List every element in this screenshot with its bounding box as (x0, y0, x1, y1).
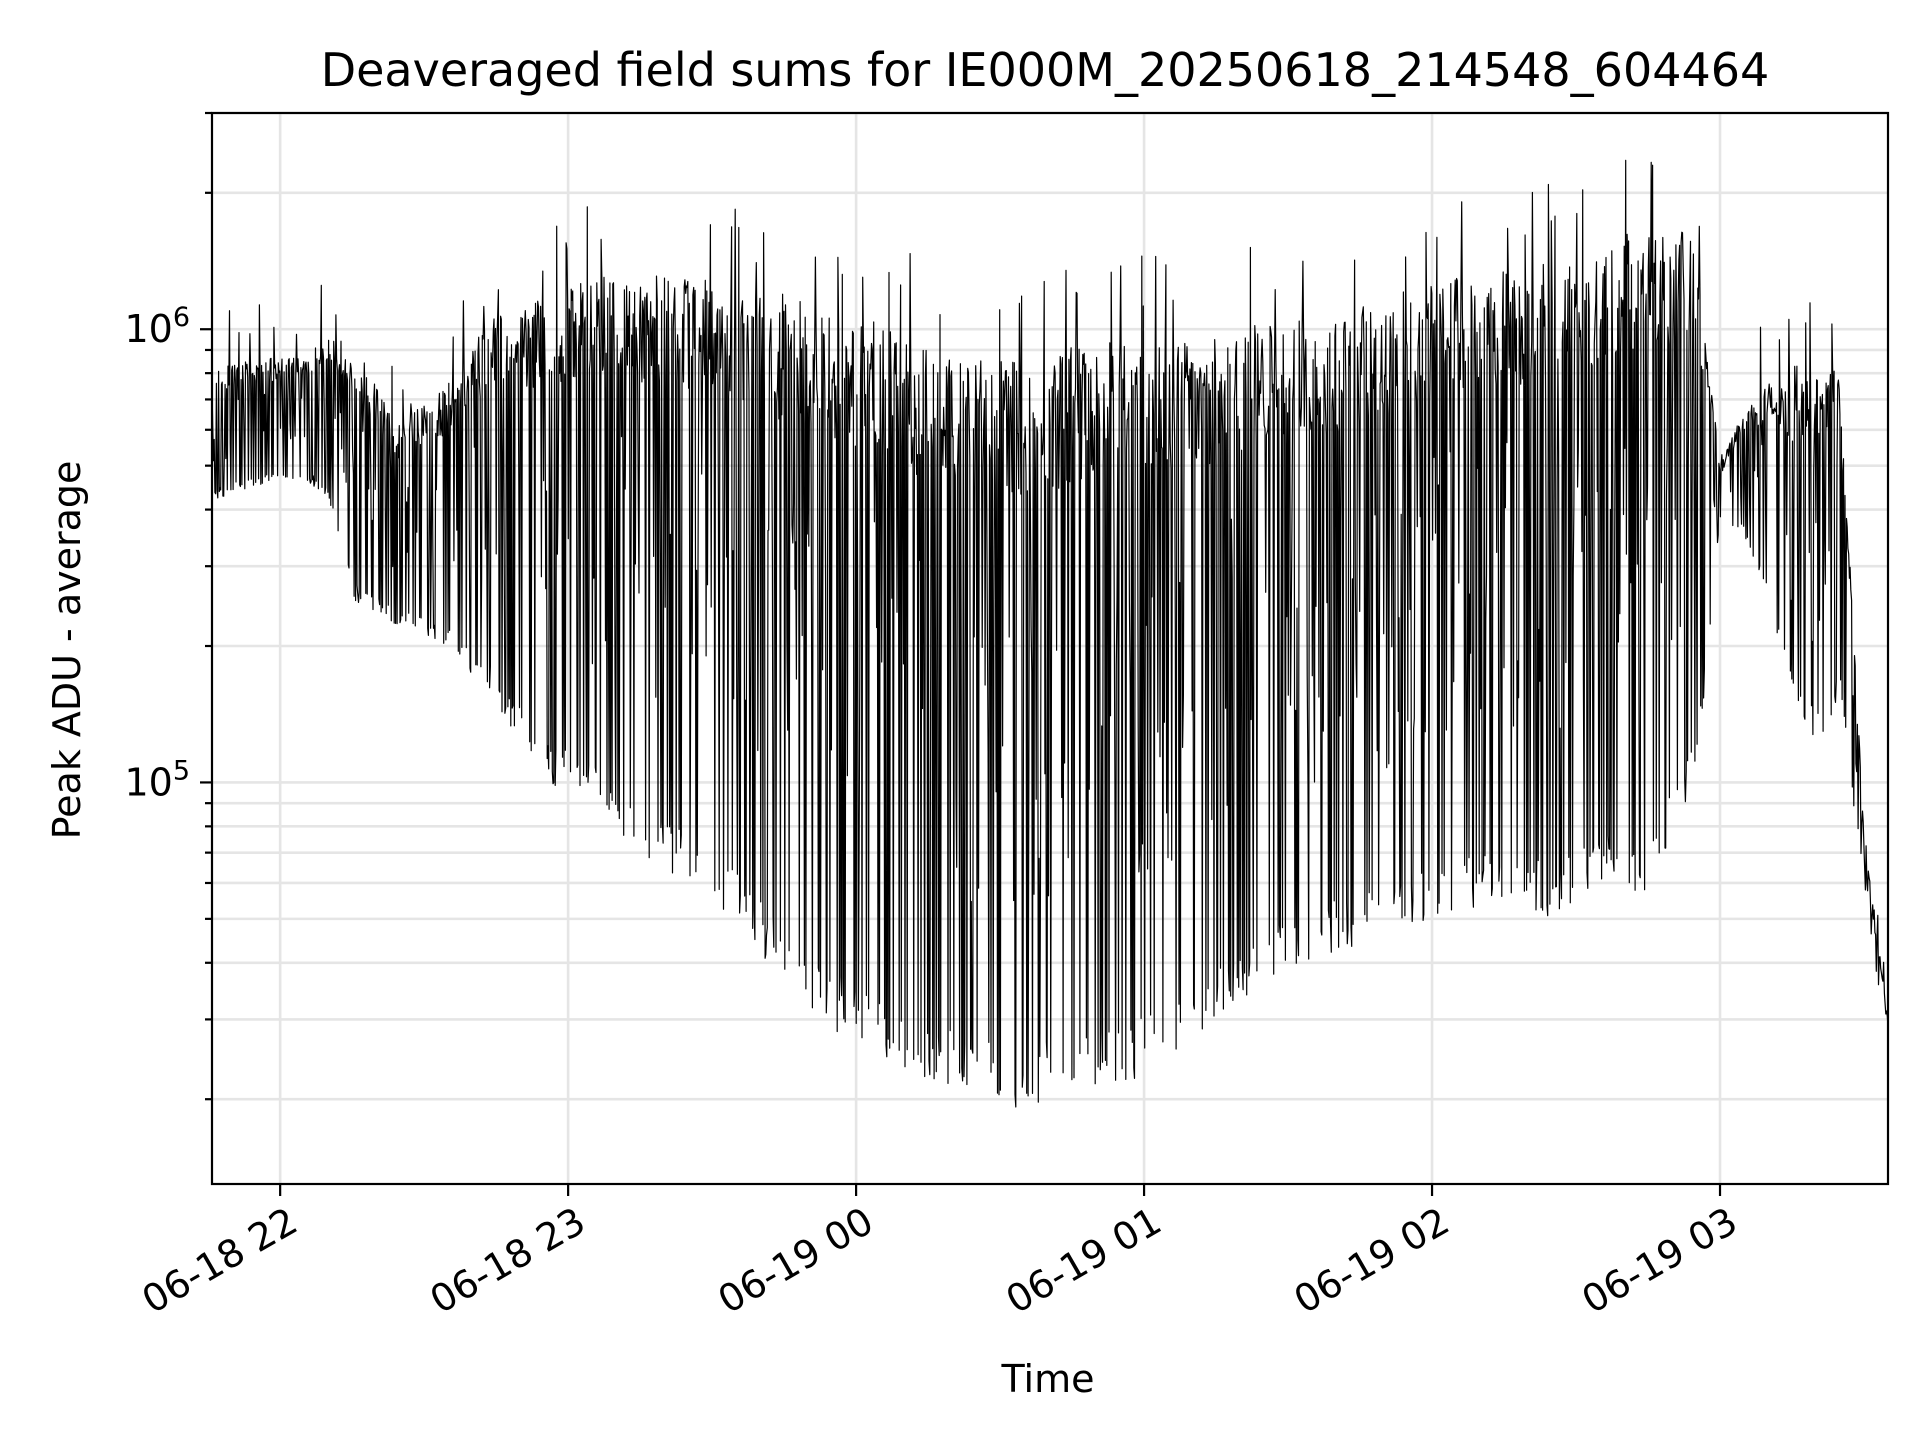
x-axis-label: Time (1001, 1357, 1095, 1401)
plot-area-frame (210, 111, 1890, 1186)
y-tick-label: 105 (124, 755, 190, 804)
series-line (211, 159, 1889, 1108)
chart-title: Deaveraged field sums for IE000M_2025061… (321, 43, 1770, 97)
y-axis-label: Peak ADU - average (45, 461, 89, 840)
data-series-path (211, 159, 1889, 1108)
y-axis: 105 106 (124, 111, 212, 1101)
y-tick-label: 106 (124, 302, 190, 351)
